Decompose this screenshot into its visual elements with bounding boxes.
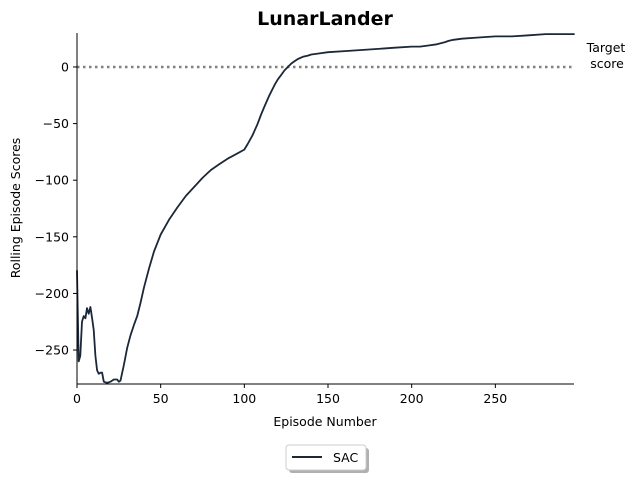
y-tick-label: 0: [61, 59, 69, 74]
legend-label-sac: SAC: [333, 450, 358, 465]
y-tick-label: −100: [35, 173, 69, 188]
x-tick-label: 200: [400, 391, 424, 406]
x-tick-label: 250: [483, 391, 507, 406]
y-tick-label: −250: [35, 343, 69, 358]
chart-title: LunarLander: [257, 8, 393, 30]
x-tick-label: 0: [73, 391, 81, 406]
x-axis-label: Episode Number: [273, 414, 377, 429]
y-tick-label: −50: [43, 116, 69, 131]
axis-ticks: 0 50 100 150 200 250 0 −50 −100 −150 −200 −250: [35, 59, 508, 406]
x-tick-label: 50: [153, 391, 169, 406]
y-tick-label: −150: [35, 229, 69, 244]
legend: SAC: [285, 444, 369, 473]
x-tick-label: 150: [316, 391, 340, 406]
x-tick-label: 100: [232, 391, 256, 406]
target-annotation-line1: Target: [586, 40, 626, 55]
plot-area: [76, 33, 575, 384]
y-axis-label: Rolling Episode Scores: [8, 138, 23, 279]
target-annotation-line2: score: [590, 56, 624, 71]
legend-box: [285, 444, 367, 471]
y-tick-label: −200: [35, 286, 69, 301]
series-line-sac: [76, 33, 575, 384]
